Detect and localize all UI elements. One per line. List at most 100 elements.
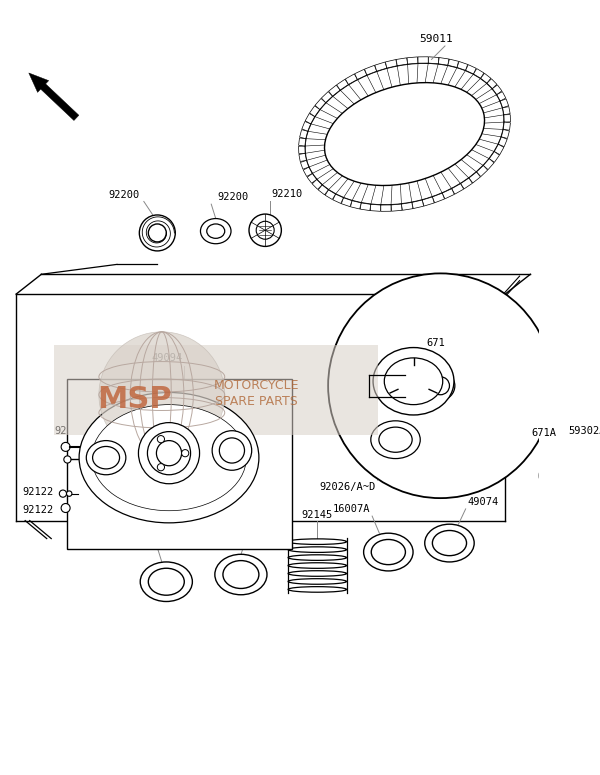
Polygon shape bbox=[299, 153, 307, 161]
Text: 59302A: 59302A bbox=[568, 425, 600, 436]
Text: 92033: 92033 bbox=[124, 536, 155, 546]
Text: 49074: 49074 bbox=[467, 497, 499, 507]
Text: 671A: 671A bbox=[532, 428, 556, 438]
Polygon shape bbox=[401, 202, 413, 210]
Circle shape bbox=[148, 432, 191, 475]
Ellipse shape bbox=[148, 568, 184, 595]
Text: 671: 671 bbox=[427, 338, 445, 348]
Polygon shape bbox=[493, 85, 502, 95]
Circle shape bbox=[157, 463, 164, 470]
Polygon shape bbox=[396, 58, 407, 66]
Polygon shape bbox=[504, 115, 511, 122]
Polygon shape bbox=[489, 152, 499, 162]
Circle shape bbox=[64, 456, 71, 463]
Ellipse shape bbox=[364, 533, 413, 571]
Ellipse shape bbox=[425, 524, 474, 562]
Text: 59011: 59011 bbox=[419, 34, 453, 44]
Text: 92210: 92210 bbox=[271, 189, 303, 198]
Bar bbox=[54, 346, 377, 436]
Text: MSP: MSP bbox=[98, 384, 172, 414]
Polygon shape bbox=[438, 57, 449, 65]
Polygon shape bbox=[299, 146, 305, 153]
Polygon shape bbox=[422, 197, 434, 206]
Polygon shape bbox=[466, 64, 476, 74]
Circle shape bbox=[148, 224, 166, 242]
Circle shape bbox=[212, 431, 252, 470]
Bar bbox=[67, 378, 292, 549]
Polygon shape bbox=[303, 167, 312, 177]
Circle shape bbox=[328, 274, 553, 498]
Circle shape bbox=[59, 490, 67, 498]
Circle shape bbox=[61, 504, 70, 512]
Ellipse shape bbox=[384, 358, 443, 405]
Text: 92122: 92122 bbox=[23, 487, 54, 497]
Text: 16007A: 16007A bbox=[333, 505, 370, 515]
Polygon shape bbox=[494, 144, 504, 155]
Polygon shape bbox=[365, 65, 377, 75]
Polygon shape bbox=[497, 91, 506, 101]
Circle shape bbox=[249, 214, 281, 246]
Polygon shape bbox=[484, 159, 494, 170]
Circle shape bbox=[61, 443, 70, 451]
Polygon shape bbox=[299, 138, 306, 146]
Polygon shape bbox=[346, 74, 358, 84]
Circle shape bbox=[426, 371, 455, 400]
Text: 49094: 49094 bbox=[151, 353, 182, 363]
Polygon shape bbox=[360, 203, 371, 211]
Text: SPARE PARTS: SPARE PARTS bbox=[215, 395, 298, 408]
Circle shape bbox=[182, 449, 189, 456]
Ellipse shape bbox=[200, 219, 231, 243]
Polygon shape bbox=[370, 205, 381, 212]
Polygon shape bbox=[452, 184, 464, 195]
Polygon shape bbox=[301, 160, 309, 169]
Polygon shape bbox=[337, 79, 349, 90]
Text: 92049: 92049 bbox=[70, 513, 101, 523]
Text: 92049: 92049 bbox=[245, 407, 276, 417]
Polygon shape bbox=[503, 107, 510, 115]
Ellipse shape bbox=[92, 405, 247, 511]
Ellipse shape bbox=[92, 446, 119, 469]
Circle shape bbox=[99, 332, 225, 458]
Text: 92145: 92145 bbox=[302, 510, 333, 520]
Polygon shape bbox=[412, 200, 424, 208]
Polygon shape bbox=[299, 129, 308, 139]
Ellipse shape bbox=[371, 539, 406, 565]
Polygon shape bbox=[333, 194, 343, 204]
Polygon shape bbox=[329, 85, 340, 96]
Ellipse shape bbox=[215, 554, 267, 594]
Circle shape bbox=[539, 458, 575, 494]
Ellipse shape bbox=[371, 421, 420, 459]
Circle shape bbox=[545, 464, 569, 487]
Text: 16007: 16007 bbox=[247, 529, 278, 539]
Circle shape bbox=[220, 438, 245, 463]
Polygon shape bbox=[418, 57, 428, 64]
Circle shape bbox=[157, 441, 182, 466]
Polygon shape bbox=[481, 74, 491, 83]
Polygon shape bbox=[469, 172, 481, 183]
Ellipse shape bbox=[223, 560, 259, 588]
Ellipse shape bbox=[79, 392, 259, 523]
Polygon shape bbox=[502, 129, 509, 139]
Polygon shape bbox=[310, 106, 320, 116]
Polygon shape bbox=[503, 122, 511, 130]
Polygon shape bbox=[341, 198, 352, 207]
Polygon shape bbox=[350, 201, 361, 209]
Ellipse shape bbox=[379, 427, 412, 453]
Ellipse shape bbox=[207, 224, 225, 239]
Circle shape bbox=[67, 491, 72, 496]
Polygon shape bbox=[391, 204, 402, 212]
Polygon shape bbox=[500, 99, 509, 108]
Polygon shape bbox=[312, 180, 322, 189]
Circle shape bbox=[139, 215, 175, 251]
Ellipse shape bbox=[433, 530, 467, 556]
Text: 92200: 92200 bbox=[108, 190, 139, 200]
Polygon shape bbox=[407, 57, 418, 64]
Polygon shape bbox=[487, 79, 497, 88]
Polygon shape bbox=[302, 122, 311, 131]
Polygon shape bbox=[461, 178, 472, 189]
Text: 92026/A~D: 92026/A~D bbox=[320, 482, 376, 492]
Polygon shape bbox=[375, 62, 387, 71]
Circle shape bbox=[139, 422, 200, 484]
Polygon shape bbox=[307, 174, 317, 183]
Polygon shape bbox=[318, 185, 328, 195]
